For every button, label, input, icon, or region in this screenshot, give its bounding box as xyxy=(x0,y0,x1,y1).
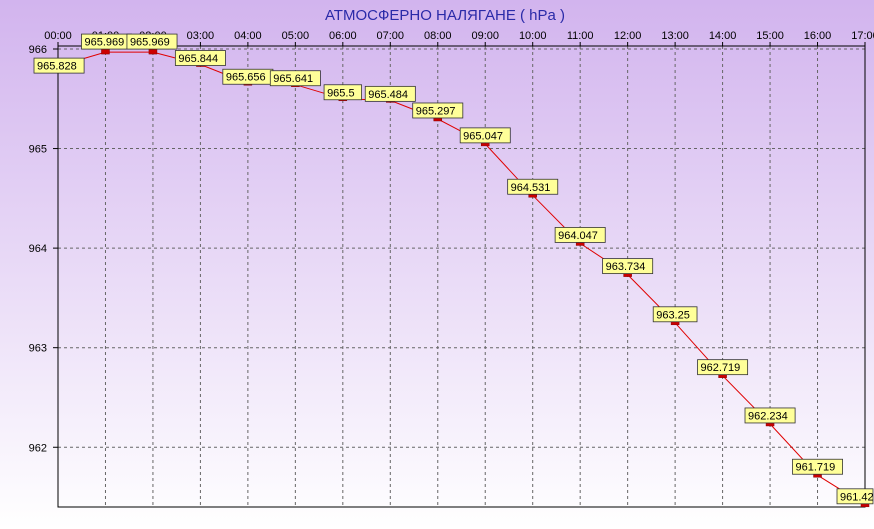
y-tick-labels: 962 963 964 965 966 xyxy=(29,44,47,454)
data-label-box xyxy=(174,50,226,66)
data-label-text: 962.234 xyxy=(748,410,788,422)
data-label: 965.297 xyxy=(412,102,464,119)
data-label: 963.734 xyxy=(602,258,654,275)
x-tick-label: 11:00 xyxy=(567,30,594,42)
x-tick-label: 04:00 xyxy=(234,30,262,42)
y-tick-label: 962 xyxy=(29,442,47,454)
data-label-text: 965.969 xyxy=(84,37,124,49)
data-label: 965.484 xyxy=(364,85,416,102)
data-label-box xyxy=(744,407,796,424)
data-label-text: 961.719 xyxy=(795,462,835,474)
data-label-box xyxy=(412,102,464,119)
y-tick-label: 965 xyxy=(29,144,47,156)
y-tick-label: 966 xyxy=(29,44,47,56)
x-tick-label: 17:00 xyxy=(851,30,874,42)
data-label-box xyxy=(554,227,606,243)
data-point xyxy=(148,48,158,55)
data-label: 961.422 xyxy=(836,488,874,505)
chart-title: АТМОСФЕРНО НАЛЯГАНЕ ( hPa ) xyxy=(325,7,565,24)
x-tick-label: 10:00 xyxy=(519,30,547,42)
data-label: 965.656 xyxy=(222,68,274,85)
x-tick-label: 14:00 xyxy=(709,30,737,42)
data-label-box xyxy=(323,84,362,101)
data-label-text: 963.25 xyxy=(656,309,690,321)
data-label-text: 964.531 xyxy=(511,182,551,194)
data-point xyxy=(101,48,110,55)
data-label: 965.969 xyxy=(81,33,132,50)
data-label-text: 964.047 xyxy=(558,230,598,242)
data-label-box xyxy=(33,57,85,74)
x-tick-label: 16:00 xyxy=(804,30,832,42)
data-label-text: 961.422 xyxy=(840,491,874,503)
data-label-box xyxy=(697,359,749,376)
data-label: 965.844 xyxy=(174,50,226,66)
x-tick-label: 06:00 xyxy=(329,30,357,42)
data-label-text: 965.297 xyxy=(416,105,456,117)
data-label-box xyxy=(507,178,559,195)
data-label-box xyxy=(126,33,178,50)
data-label: 963.25 xyxy=(652,306,698,323)
data-labels: 965.828 965.969 965.969 965.844 965.656 965.6… xyxy=(33,33,874,505)
x-tick-label: 03:00 xyxy=(187,30,215,42)
x-tick-label: 00:00 xyxy=(44,30,72,42)
x-tick-label: 08:00 xyxy=(424,30,452,42)
data-label: 961.719 xyxy=(792,458,843,475)
data-label: 964.531 xyxy=(507,178,559,195)
data-label-text: 965.844 xyxy=(178,53,218,65)
data-label-text: 963.734 xyxy=(606,261,646,273)
data-label-box xyxy=(792,458,843,475)
y-tick-label: 963 xyxy=(29,343,47,355)
data-label-text: 965.641 xyxy=(273,73,313,85)
plot-frame xyxy=(57,45,866,508)
data-label: 964.047 xyxy=(554,227,606,243)
data-label: 965.047 xyxy=(459,127,511,144)
data-label-box xyxy=(652,306,698,323)
x-tick-label: 13:00 xyxy=(661,30,689,42)
x-tick-label: 05:00 xyxy=(282,30,310,42)
data-label-box xyxy=(836,488,874,505)
x-tick-label: 12:00 xyxy=(614,30,642,42)
data-label-text: 965.969 xyxy=(130,37,170,49)
data-label-text: 965.484 xyxy=(368,89,408,101)
data-label-text: 962.719 xyxy=(701,362,741,374)
data-label-text: 965.047 xyxy=(463,130,503,142)
data-label: 965.641 xyxy=(269,70,321,87)
data-label: 965.5 xyxy=(323,84,362,101)
data-label: 965.828 xyxy=(33,57,85,74)
data-label-box xyxy=(459,127,511,144)
data-label: 962.719 xyxy=(697,359,749,376)
data-label-text: 965.656 xyxy=(226,72,266,84)
data-label: 965.969 xyxy=(126,33,178,50)
x-tick-label: 07:00 xyxy=(377,30,405,42)
data-label-box xyxy=(269,70,321,87)
data-label-box xyxy=(602,258,654,275)
data-label: 962.234 xyxy=(744,407,796,424)
data-label-text: 965.5 xyxy=(327,87,355,99)
axis-layer xyxy=(53,42,866,448)
x-tick-label: 09:00 xyxy=(471,30,499,42)
data-label-text: 965.828 xyxy=(37,61,77,73)
data-label-box xyxy=(364,85,416,102)
x-tick-label: 15:00 xyxy=(756,30,784,42)
y-tick-label: 964 xyxy=(29,243,47,255)
grid-layer xyxy=(57,46,866,507)
